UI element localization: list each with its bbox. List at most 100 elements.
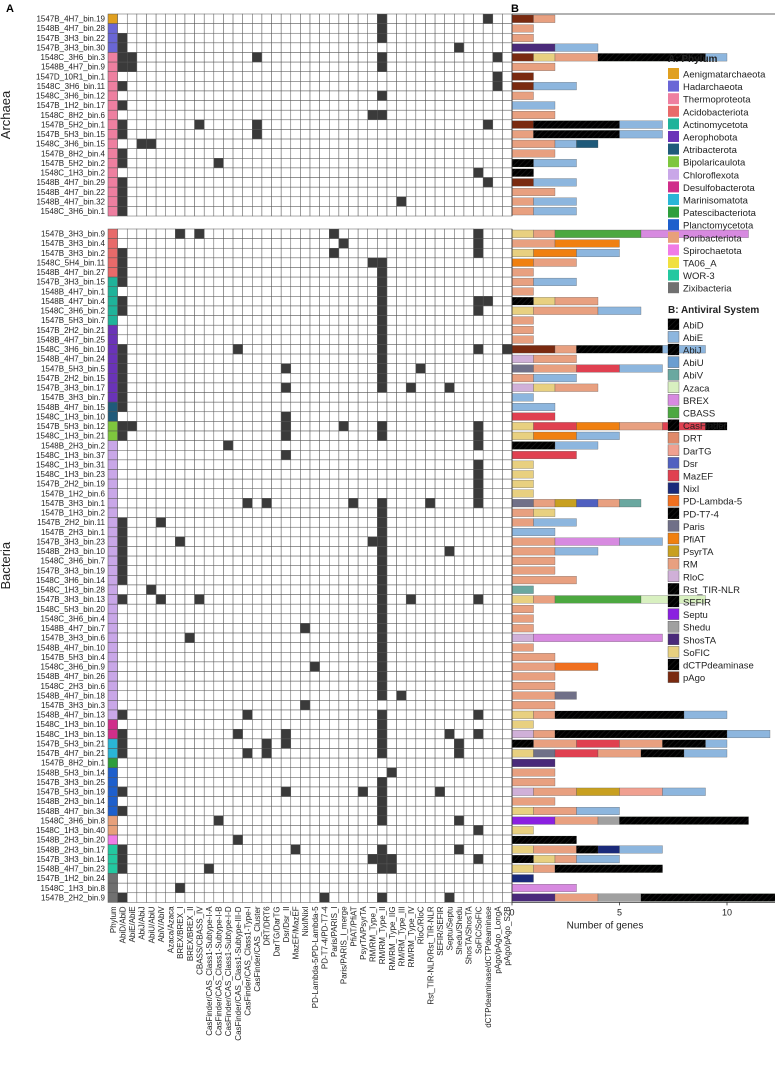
presence-cell: [386, 767, 397, 778]
presence-cell: [232, 206, 243, 217]
presence-cell: [194, 786, 205, 797]
presence-cell: [396, 642, 407, 653]
presence-cell: [232, 536, 243, 547]
presence-cell: [117, 450, 128, 461]
presence-cell: [232, 555, 243, 566]
presence-cell: [252, 623, 263, 634]
presence-cell: [329, 709, 340, 720]
presence-cell: [434, 373, 445, 384]
presence-cell: [271, 757, 282, 768]
presence-cell: [146, 680, 157, 692]
presence-cell: [377, 363, 388, 374]
presence-cell: [338, 623, 349, 634]
presence-cell: [492, 825, 503, 836]
presence-cell: [213, 167, 224, 178]
presence-cell: [454, 488, 465, 499]
presence-cell: [300, 854, 311, 865]
presence-cell: [492, 700, 503, 711]
presence-cell: [155, 344, 166, 355]
presence-cell: [386, 109, 397, 121]
presence-cell: [194, 392, 205, 403]
presence-cell: [444, 129, 455, 140]
presence-cell: [405, 100, 417, 111]
presence-cell: [184, 148, 195, 159]
presence-cell: [444, 353, 455, 364]
presence-cell: [482, 700, 494, 711]
presence-cell: [184, 71, 195, 82]
legend-swatch: [667, 356, 680, 368]
gene-count-bar: [511, 229, 534, 238]
presence-cell: [165, 709, 176, 720]
presence-cell: [454, 344, 465, 355]
presence-cell: [473, 61, 484, 72]
presence-cell: [434, 305, 445, 316]
presence-cell: [184, 594, 195, 605]
presence-cell: [309, 421, 320, 432]
presence-cell: [415, 709, 426, 720]
presence-cell: [357, 661, 368, 672]
presence-cell: [309, 138, 320, 149]
presence-cell: [434, 61, 445, 72]
presence-cell: [184, 632, 195, 643]
presence-cell: [425, 32, 436, 44]
presence-cell: [203, 825, 215, 836]
presence-cell: [223, 119, 234, 130]
presence-cell: [425, 825, 436, 836]
gene-count-bar: [576, 787, 620, 796]
presence-cell: [252, 344, 263, 355]
presence-cell: [338, 680, 349, 692]
presence-cell: [463, 411, 474, 422]
presence-cell: [415, 411, 426, 422]
presence-cell: [338, 661, 349, 672]
presence-cell: [502, 834, 513, 845]
presence-cell: [434, 728, 445, 740]
presence-cell: [405, 854, 417, 865]
presence-cell: [329, 469, 340, 480]
phylum-cell: [107, 555, 118, 566]
legend-label: Acidobacteriota: [683, 107, 749, 118]
presence-cell: [396, 363, 407, 374]
presence-cell: [309, 382, 320, 393]
presence-cell: [444, 42, 455, 53]
presence-cell: [386, 796, 397, 807]
presence-cell: [415, 247, 426, 259]
presence-cell: [194, 119, 205, 130]
presence-cell: [232, 296, 243, 307]
presence-cell: [136, 680, 147, 692]
presence-cell: [482, 296, 494, 307]
presence-cell: [444, 584, 455, 595]
presence-cell: [377, 815, 388, 826]
presence-cell: [309, 719, 320, 730]
presence-cell: [261, 796, 272, 807]
presence-cell: [146, 555, 157, 566]
presence-cell: [482, 603, 494, 615]
phylum-cell: [107, 267, 118, 278]
presence-cell: [280, 353, 292, 364]
presence-cell: [223, 81, 234, 92]
presence-cell: [329, 536, 340, 547]
presence-cell: [203, 42, 215, 53]
gene-count-bar-hatch: [576, 845, 598, 854]
presence-cell: [309, 276, 320, 287]
presence-cell: [463, 52, 474, 63]
presence-cell: [252, 700, 263, 711]
presence-cell: [136, 786, 147, 797]
presence-cell: [386, 738, 397, 749]
presence-cell: [223, 555, 234, 566]
presence-cell: [280, 373, 292, 384]
presence-cell: [194, 42, 205, 53]
presence-cell: [184, 815, 195, 826]
presence-cell: [175, 555, 186, 566]
presence-cell: [242, 526, 253, 538]
presence-cell: [434, 478, 445, 489]
presence-cell: [300, 498, 311, 509]
presence-cell: [232, 854, 243, 865]
presence-cell: [348, 584, 359, 595]
legend-label: Poribacteriota: [683, 233, 742, 244]
presence-cell: [261, 42, 272, 53]
presence-cell: [213, 315, 224, 326]
presence-cell: [184, 373, 195, 384]
row-label: 1548C_3H6_bin.9: [41, 663, 106, 672]
presence-cell: [454, 469, 465, 480]
presence-cell: [232, 498, 243, 509]
